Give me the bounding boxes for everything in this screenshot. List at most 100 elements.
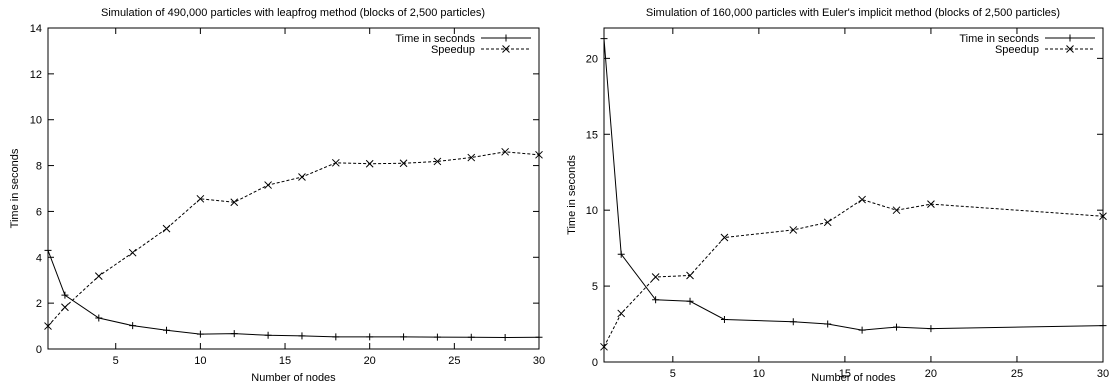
data-point xyxy=(467,333,475,341)
x-tick-label: 5 xyxy=(113,355,119,367)
data-point xyxy=(617,250,625,258)
chart-title: Simulation of 490,000 particles with lea… xyxy=(101,7,485,19)
data-point xyxy=(686,271,694,280)
data-point xyxy=(501,334,509,342)
data-point xyxy=(365,159,374,168)
series-speedup xyxy=(44,147,543,330)
x-axis-label: Number of nodes xyxy=(251,372,336,384)
chart-panel-euler: Simulation of 160,000 particles with Eul… xyxy=(555,0,1109,386)
data-point xyxy=(230,330,238,338)
data-point xyxy=(433,157,442,166)
plot-frame xyxy=(47,27,540,350)
data-point xyxy=(893,323,901,331)
series-line-time-in-seconds xyxy=(603,38,1104,331)
series-line-time-in-seconds xyxy=(47,250,540,339)
data-point xyxy=(128,248,137,257)
data-point xyxy=(927,200,935,208)
data-point xyxy=(400,333,408,341)
x-tick-label: 30 xyxy=(1097,368,1109,380)
x-tick-label: 15 xyxy=(279,355,291,367)
data-point xyxy=(298,173,306,181)
data-point xyxy=(399,159,408,168)
data-point xyxy=(892,206,901,215)
data-point xyxy=(44,322,52,330)
data-point xyxy=(61,291,69,299)
legend-label: Speedup xyxy=(431,44,475,56)
chart-title: Simulation of 160,000 particles with Eul… xyxy=(646,7,1060,19)
data-point xyxy=(1099,322,1107,330)
plot-frame xyxy=(603,27,1104,363)
data-point xyxy=(433,333,441,341)
y-tick-label: 10 xyxy=(30,115,42,127)
data-point xyxy=(196,330,204,338)
data-point xyxy=(501,147,509,156)
series-time-in-seconds xyxy=(44,246,543,342)
x-tick-label: 10 xyxy=(194,355,206,367)
legend-label: Time in seconds xyxy=(959,33,1039,45)
data-point xyxy=(535,333,543,341)
data-point xyxy=(686,297,694,305)
y-axis-label: Time in seconds xyxy=(566,155,578,235)
chart-svg-leapfrog: Simulation of 490,000 particles with lea… xyxy=(9,7,545,384)
data-point xyxy=(600,342,608,351)
chart-panel-leapfrog: Simulation of 490,000 particles with lea… xyxy=(0,0,545,386)
x-tick-label: 5 xyxy=(670,368,676,380)
data-point xyxy=(331,158,340,167)
x-tick-label: 15 xyxy=(839,368,851,380)
data-point xyxy=(298,332,306,340)
data-point xyxy=(332,333,340,341)
data-point xyxy=(264,181,272,189)
data-point xyxy=(95,314,103,322)
series-line-speedup xyxy=(47,151,540,327)
x-tick-label: 10 xyxy=(753,368,765,380)
y-tick-label: 4 xyxy=(36,252,42,264)
legend-label: Time in seconds xyxy=(395,33,475,45)
data-point xyxy=(196,194,205,203)
legend-marker xyxy=(1066,45,1074,53)
legend-marker xyxy=(1066,34,1074,42)
legend-marker xyxy=(502,45,510,53)
legend-label: Speedup xyxy=(995,44,1039,56)
data-point xyxy=(651,273,660,281)
data-point xyxy=(162,224,171,233)
data-point xyxy=(1099,212,1107,221)
y-tick-label: 20 xyxy=(586,53,598,65)
data-point xyxy=(824,320,832,328)
data-point xyxy=(94,272,103,280)
x-tick-label: 25 xyxy=(1011,368,1023,380)
data-point xyxy=(720,315,728,323)
x-tick-label: 30 xyxy=(533,355,545,367)
x-tick-label: 20 xyxy=(925,368,937,380)
data-point xyxy=(44,246,52,254)
data-point xyxy=(927,325,935,333)
y-axis-label: Time in seconds xyxy=(9,148,21,228)
y-tick-label: 8 xyxy=(36,161,42,173)
data-point xyxy=(264,331,272,339)
data-point xyxy=(535,150,543,159)
series-speedup xyxy=(600,195,1107,351)
chart-svg-euler: Simulation of 160,000 particles with Eul… xyxy=(566,7,1109,384)
legend-marker xyxy=(502,34,510,42)
y-tick-label: 0 xyxy=(36,344,42,356)
y-tick-label: 10 xyxy=(586,205,598,217)
series-line-speedup xyxy=(603,199,1104,348)
data-point xyxy=(652,296,660,304)
data-point xyxy=(366,333,374,341)
y-tick-label: 5 xyxy=(592,281,598,293)
y-tick-label: 14 xyxy=(30,23,42,35)
data-point xyxy=(163,326,171,334)
data-point xyxy=(858,195,866,204)
x-tick-label: 25 xyxy=(448,355,460,367)
data-point xyxy=(61,303,69,312)
data-point xyxy=(129,322,137,330)
y-tick-label: 12 xyxy=(30,69,42,81)
y-tick-label: 6 xyxy=(36,206,42,218)
data-point xyxy=(617,309,626,318)
x-tick-label: 20 xyxy=(364,355,376,367)
y-tick-label: 2 xyxy=(36,298,42,310)
x-axis-label: Number of nodes xyxy=(811,372,896,384)
data-point xyxy=(467,153,476,162)
y-tick-label: 0 xyxy=(592,357,598,369)
data-point xyxy=(789,226,798,234)
data-point xyxy=(858,326,866,334)
